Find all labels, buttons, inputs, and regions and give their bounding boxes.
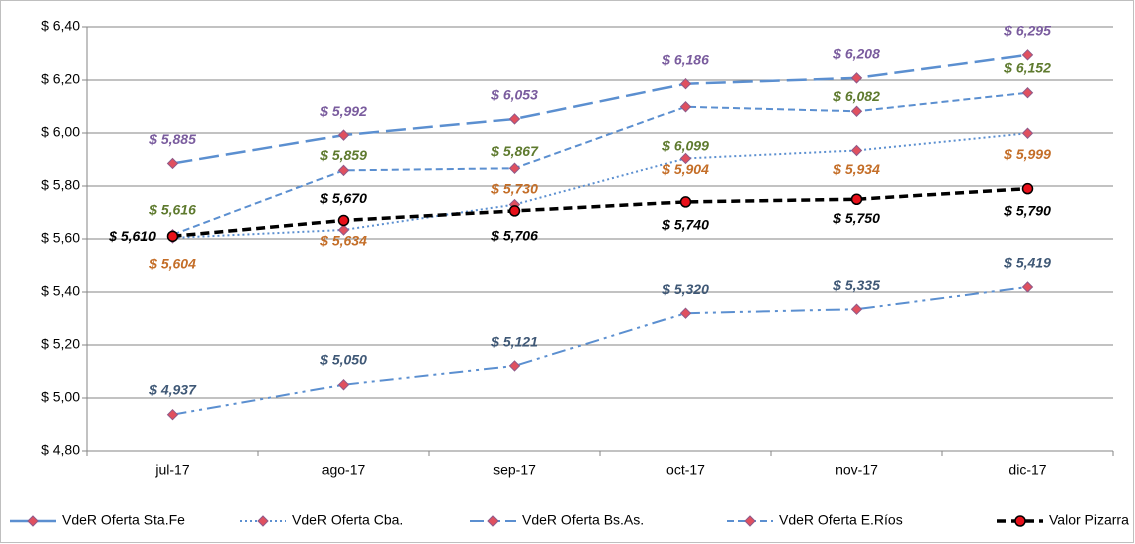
data-label: $ 5,750	[832, 210, 880, 226]
marker	[850, 72, 863, 84]
legend-item: VdeR Oferta E.Ríos	[727, 512, 903, 528]
y-tick-label: $ 5,00	[41, 389, 80, 405]
marker	[1021, 182, 1034, 195]
data-label: $ 6,186	[661, 51, 709, 67]
y-tick-label: $ 5,20	[41, 336, 80, 352]
marker	[166, 230, 179, 243]
data-label: $ 6,208	[832, 46, 880, 62]
marker	[1014, 515, 1026, 527]
data-label: $ 5,616	[148, 201, 196, 217]
marker	[850, 144, 863, 157]
y-tick-label: $ 4,80	[41, 442, 80, 458]
series-line	[172, 91, 1028, 236]
series-line	[172, 186, 1028, 239]
marker	[337, 224, 350, 236]
data-label: $ 5,992	[319, 103, 367, 119]
series-line	[172, 285, 1028, 416]
legend-item: VdeR Oferta Bs.As.	[470, 512, 644, 528]
x-tick-label: sep-17	[493, 462, 536, 478]
data-label: $ 5,934	[832, 161, 880, 177]
marker	[27, 515, 39, 527]
data-label: $ 5,050	[319, 351, 367, 367]
data-label: $ 5,320	[661, 281, 709, 297]
data-label: $ 4,937	[148, 381, 197, 397]
x-tick-label: nov-17	[835, 462, 878, 478]
marker	[337, 379, 350, 391]
marker	[850, 303, 863, 315]
marker	[850, 193, 863, 205]
legend-label: VdeR Oferta E.Ríos	[779, 512, 903, 528]
data-label: $ 5,999	[1003, 146, 1051, 162]
marker	[337, 129, 350, 141]
marker	[337, 164, 350, 177]
marker	[508, 205, 521, 217]
y-tick-label: $ 5,60	[41, 230, 80, 246]
x-tick-label: ago-17	[322, 462, 366, 478]
data-label: $ 5,610	[108, 228, 156, 244]
data-label: $ 5,419	[1003, 255, 1051, 271]
data-label: $ 5,670	[319, 190, 367, 206]
marker	[1021, 281, 1034, 293]
marker	[744, 515, 756, 527]
y-tick-label: $ 6,40	[41, 18, 80, 34]
data-label: $ 5,706	[490, 228, 538, 244]
series-line	[172, 132, 1028, 239]
data-label: $ 5,730	[490, 180, 538, 196]
x-tick-label: dic-17	[1008, 462, 1046, 478]
y-tick-label: $ 6,00	[41, 124, 80, 140]
data-label: $ 5,634	[319, 233, 367, 249]
x-tick-label: oct-17	[666, 462, 705, 478]
data-label: $ 6,295	[1003, 23, 1051, 39]
y-tick-label: $ 5,40	[41, 283, 80, 299]
marker	[679, 78, 692, 90]
data-label: $ 6,053	[490, 87, 538, 103]
legend-label: Valor Pizarra	[1049, 512, 1129, 528]
marker	[257, 515, 269, 527]
legend-label: VdeR Oferta Bs.As.	[522, 512, 644, 528]
marker	[679, 152, 692, 165]
legend-label: VdeR Oferta Sta.Fe	[62, 512, 185, 528]
legend-item: VdeR Oferta Sta.Fe	[10, 512, 185, 528]
marker	[679, 196, 692, 208]
data-label: $ 6,099	[661, 137, 709, 153]
legend-label: VdeR Oferta Cba.	[292, 512, 403, 528]
y-tick-label: $ 6,20	[41, 71, 80, 87]
marker	[166, 408, 179, 421]
legend-item: Valor Pizarra	[997, 512, 1129, 528]
marker	[1021, 87, 1034, 99]
data-label: $ 5,904	[661, 161, 709, 177]
data-label: $ 5,859	[319, 147, 367, 163]
marker	[166, 157, 179, 170]
marker	[1021, 127, 1034, 139]
marker	[679, 307, 692, 319]
data-label: $ 5,740	[661, 217, 709, 233]
marker	[508, 360, 521, 372]
marker	[1021, 49, 1034, 61]
data-label: $ 5,121	[490, 334, 538, 350]
data-label: $ 5,790	[1003, 202, 1051, 218]
data-label: $ 5,604	[148, 256, 196, 272]
marker	[337, 214, 350, 227]
marker	[487, 515, 499, 527]
marker	[679, 101, 692, 113]
data-label: $ 6,082	[832, 88, 880, 104]
x-tick-label: jul-17	[154, 462, 189, 478]
data-label: $ 5,885	[148, 131, 196, 147]
series-line	[172, 53, 1028, 165]
data-label: $ 6,152	[1003, 59, 1051, 75]
y-tick-label: $ 5,80	[41, 177, 80, 193]
marker	[508, 113, 521, 125]
data-label: $ 5,335	[832, 277, 880, 293]
marker	[850, 105, 863, 117]
data-label: $ 5,867	[490, 143, 539, 159]
legend-item: VdeR Oferta Cba.	[240, 512, 403, 528]
marker	[508, 162, 521, 174]
